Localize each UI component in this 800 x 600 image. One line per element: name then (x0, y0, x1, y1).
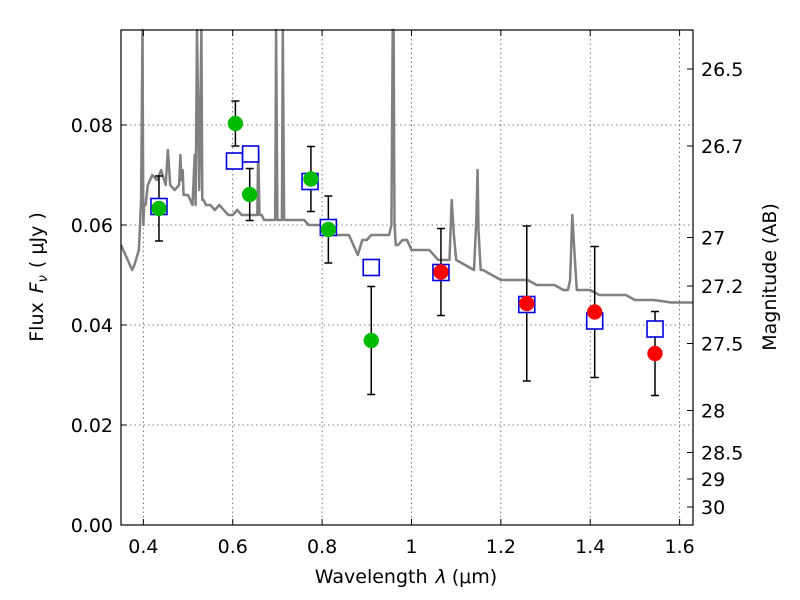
y-axis-label-text: Flux (26, 302, 48, 342)
y-tick-label: 0.04 (71, 315, 113, 337)
y2-tick-label: 28 (701, 401, 725, 423)
spectrum-line (119, 28, 693, 304)
observed-point (433, 264, 449, 280)
error-bars (154, 100, 660, 397)
observed-point (303, 171, 319, 187)
grid-lines (121, 30, 693, 525)
y-tick-label: 0.00 (71, 515, 113, 537)
observed-point (241, 186, 258, 203)
observed-point (151, 200, 167, 217)
y2-axis-label: Magnitude (AB) (759, 203, 781, 351)
model-photometry-square (362, 258, 381, 277)
y-tick-label: 0.08 (71, 115, 113, 137)
model-photometry-square (241, 145, 260, 163)
y-axis-label-symbol: F (26, 281, 48, 293)
y-axis-label: Flux Fν ( μJy ) (26, 212, 51, 342)
observed-point (363, 332, 379, 349)
x-tick-label: 1.6 (664, 536, 694, 558)
data-markers (150, 115, 664, 362)
y2-tick-label: 27 (701, 228, 725, 250)
observed-point (647, 345, 663, 362)
y2-tick-label: 26.7 (701, 136, 743, 158)
y2-tick-label: 27.2 (701, 276, 743, 298)
observed-point (586, 304, 603, 320)
y-axis-label-unit: ( μJy ) (26, 212, 48, 268)
x-axis-label-unit: (μm) (452, 566, 497, 588)
y2-tick-label: 26.5 (701, 59, 743, 81)
observed-point (227, 115, 244, 132)
x-tick-label: 1.2 (486, 536, 516, 558)
x-tick-label: 0.4 (128, 536, 158, 558)
model-spectrum (119, 28, 693, 304)
x-axis-label-symbol: λ (435, 566, 447, 588)
x-tick-label: 1 (405, 536, 417, 558)
x-tick-label: 0.8 (307, 536, 337, 558)
y2-tick-label: 30 (701, 497, 725, 519)
model-photometry-square (225, 152, 244, 170)
y2-tick-label: 27.5 (701, 334, 743, 356)
x-axis-label: Wavelength λ (μm) (315, 566, 497, 588)
y-axis-label-subscript: ν (36, 275, 51, 282)
model-photometry-square (646, 320, 664, 338)
y-tick-label: 0.06 (71, 215, 113, 237)
tick-labels: 0.4 0.6 0.8 1 1.2 1.4 1.6 0.00 0.02 0.04 0.06 0.08 2… (71, 59, 744, 558)
observed-point (519, 295, 535, 312)
x-axis-label-text: Wavelength (315, 566, 428, 588)
axis-ticks (121, 30, 693, 526)
x-tick-label: 1.4 (575, 536, 605, 558)
y2-tick-label: 28.5 (701, 443, 743, 465)
x-tick-label: 0.6 (218, 536, 248, 558)
observed-point (320, 221, 337, 238)
y2-tick-label: 29 (701, 469, 725, 491)
plot-frame (120, 29, 694, 526)
y-tick-label: 0.02 (71, 415, 113, 437)
